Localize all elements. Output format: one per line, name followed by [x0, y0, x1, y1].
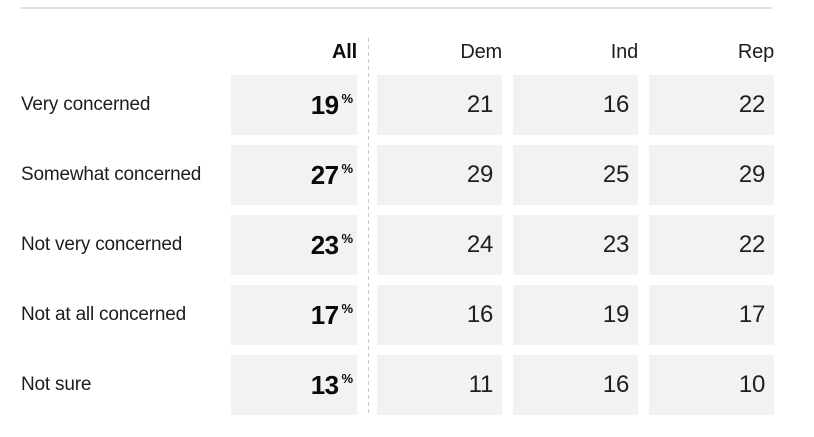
cell-all: 13%	[231, 355, 357, 415]
dashed-column-divider	[368, 38, 369, 415]
cell-rep: 22	[649, 215, 774, 275]
all-value: 13	[310, 370, 339, 400]
cell-dem: 24	[377, 215, 502, 275]
cell-dem: 16	[377, 285, 502, 345]
row-label: Somewhat concerned	[21, 164, 202, 185]
column-header-rep: Rep	[737, 41, 774, 63]
top-divider-rule	[21, 7, 772, 9]
column-header-dem: Dem	[460, 41, 502, 63]
cell-all: 27%	[231, 145, 357, 205]
cell-dem: 21	[377, 75, 502, 135]
row-label: Not very concerned	[21, 234, 183, 255]
column-header-all: All	[332, 41, 357, 63]
table-row: Not very concerned 23% 24 23 22	[0, 215, 790, 275]
all-value: 23	[310, 230, 339, 260]
cell-ind: 16	[513, 75, 638, 135]
cell-dem: 29	[377, 145, 502, 205]
cell-all: 17%	[231, 285, 357, 345]
percent-sign: %	[341, 230, 353, 246]
table-row: Not sure 13% 11 16 10	[0, 355, 790, 415]
cell-dem: 11	[377, 355, 502, 415]
cell-all: 23%	[231, 215, 357, 275]
row-label: Not at all concerned	[21, 304, 186, 325]
percent-sign: %	[341, 90, 353, 106]
table-row: Very concerned 19% 21 16 22	[0, 75, 790, 135]
cell-rep: 29	[649, 145, 774, 205]
all-value: 19	[310, 90, 339, 120]
percent-sign: %	[341, 370, 353, 386]
cell-rep: 17	[649, 285, 774, 345]
all-value: 17	[310, 300, 339, 330]
cell-all: 19%	[231, 75, 357, 135]
table-header-row: All Dem Ind Rep	[0, 38, 790, 75]
cell-ind: 25	[513, 145, 638, 205]
row-label: Very concerned	[21, 94, 151, 115]
cell-rep: 10	[649, 355, 774, 415]
cell-ind: 23	[513, 215, 638, 275]
table-row: Not at all concerned 17% 16 19 17	[0, 285, 790, 345]
row-label: Not sure	[21, 374, 92, 395]
percent-sign: %	[341, 160, 353, 176]
percent-sign: %	[341, 300, 353, 316]
column-header-ind: Ind	[610, 41, 638, 63]
table-row: Somewhat concerned 27% 29 25 29	[0, 145, 790, 205]
cell-rep: 22	[649, 75, 774, 135]
cell-ind: 16	[513, 355, 638, 415]
cell-ind: 19	[513, 285, 638, 345]
results-table: All Dem Ind Rep Very concerned 19% 21 16…	[0, 38, 790, 415]
all-value: 27	[310, 160, 339, 190]
